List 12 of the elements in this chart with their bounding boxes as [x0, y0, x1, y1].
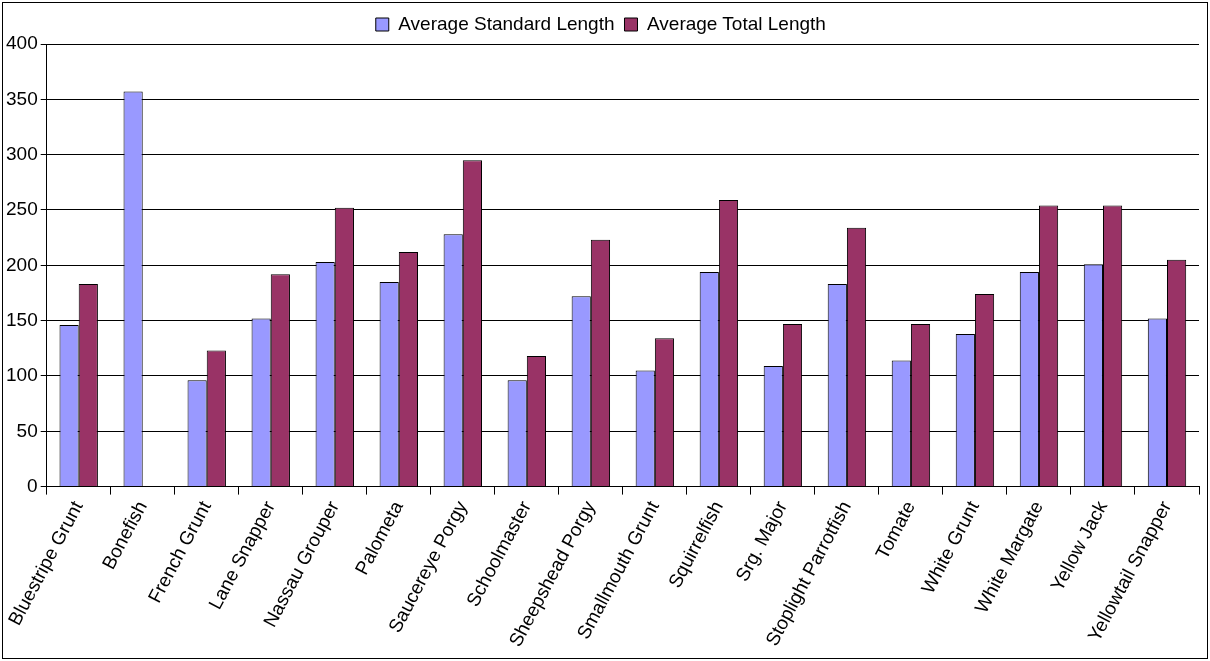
- legend-label: Average Standard Length: [398, 12, 615, 34]
- y-tick-label: 150: [6, 308, 38, 330]
- y-tick-label: 200: [6, 253, 38, 275]
- y-tick-label: 300: [6, 142, 38, 164]
- x-tick-label: Srg. Major: [731, 496, 792, 585]
- legend-label: Average Total Length: [646, 12, 826, 34]
- y-tick-label: 100: [6, 364, 38, 386]
- y-tick-label: 400: [6, 32, 38, 54]
- y-tick-label: 0: [27, 474, 38, 496]
- y-tick-label: 350: [6, 87, 38, 109]
- y-tick-label: 50: [16, 419, 38, 441]
- y-tick-label: 250: [6, 198, 38, 220]
